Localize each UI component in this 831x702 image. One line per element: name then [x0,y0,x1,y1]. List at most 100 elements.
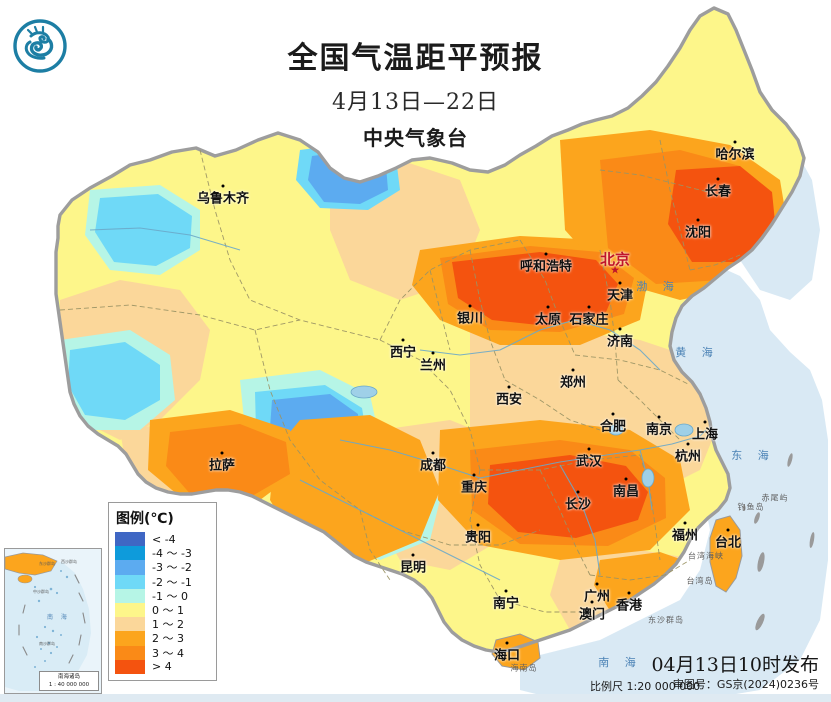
city-label: 西宁 [389,345,417,361]
china-national-border [54,6,806,654]
map-scale: 比例尺 1:20 000 000 [590,680,701,693]
inset-scale-box: 南海诸岛 1 : 40 000 000 [39,670,99,691]
city-marker-dot [683,521,687,525]
city-label: 福州 [671,528,699,544]
city-marker-dot [505,641,509,645]
city-marker-dot [657,415,661,419]
band-gt4-northeast-core [668,166,776,262]
city-marker-dot [703,420,707,424]
city-marker-dot [507,385,511,389]
legend-label: < -4 [152,532,176,546]
city-label: 台北 [714,535,742,551]
band-m2-m1-north-xj [95,194,192,266]
city-label: 兰州 [419,358,447,374]
legend-swatch [115,645,145,660]
legend-label: -2 ～ -1 [152,575,192,589]
city-marker-dot [546,305,550,309]
cma-dragon-logo [12,18,68,74]
legend-swatch [115,588,145,603]
island-label: 台湾岛 [686,576,714,586]
legend-label: -3 ～ -2 [152,561,192,575]
legend-swatch [115,659,145,674]
sea-label: 南 海 [598,656,642,669]
city-marker-dot [476,523,480,527]
city-label: 贵阳 [464,530,492,546]
city-label: 澳门 [578,607,606,623]
city-label: 上海 [691,427,719,443]
legend-label: 1 ～ 2 [152,618,184,632]
svg-text:东沙群岛: 东沙群岛 [39,560,55,566]
city-marker-dot [468,304,472,308]
city-label: 天津 [606,288,634,304]
inset-name: 南海诸岛 [57,673,80,680]
legend-swatch [115,617,145,632]
svg-text:南 海: 南 海 [47,613,70,621]
island-label: 海南岛 [510,663,538,673]
legend-swatch [115,602,145,618]
city-label: 重庆 [460,480,488,496]
city-marker-dot [716,177,720,181]
rivers [89,227,707,581]
city-marker-dot [726,528,730,532]
city-label: 长沙 [564,497,592,513]
legend-row: 3 ～ 4 [115,645,211,660]
city-label: 呼和浩特 [519,259,573,275]
legend-row: -4 ～ -3 [115,546,211,561]
legend-swatch [115,560,145,575]
legend-row: -1 ～ 0 [115,588,211,603]
city-label: 哈尔滨 [715,147,755,163]
capital-star-icon: ★ [610,264,620,277]
band-3-4-tibet [166,424,290,496]
sea-label: 东 海 [731,449,775,462]
city-marker-dot [595,582,599,586]
svg-text:中沙群岛: 中沙群岛 [33,588,49,594]
city-marker-dot [627,591,631,595]
city-marker-dot [472,473,476,477]
city-label: 南宁 [492,596,520,612]
city-marker-dot [220,451,224,455]
city-label: 长春 [704,184,732,200]
band-m2-m1-west [68,342,160,420]
city-label: 南京 [645,422,673,438]
legend-row: 1 ～ 2 [115,617,211,632]
sea-label: 渤 海 [636,280,680,293]
city-marker-dot [401,338,405,342]
band-gt4-north-core [452,252,618,326]
island-label: 东沙群岛 [648,615,684,625]
svg-text:西沙群岛: 西沙群岛 [61,558,77,564]
city-marker-dot [504,589,508,593]
city-marker-dot [733,140,737,144]
city-label: 乌鲁木齐 [196,191,250,207]
city-marker-dot [576,490,580,494]
city-label: 海口 [493,648,521,664]
legend-title: 图例(℃) [116,511,174,527]
city-marker-dot [686,442,690,446]
legend-label: 2 ～ 3 [152,632,184,646]
inset-scale-value: 1 : 40 000 000 [48,681,90,688]
legend-row: -2 ～ -1 [115,574,211,589]
issue-time: 04月13日10时发布 [651,654,819,676]
city-label: 沈阳 [684,225,712,241]
sea-label: 黄 海 [675,346,719,359]
bottom-bar [0,694,831,702]
city-marker-dot [571,368,575,372]
city-label: 郑州 [559,375,587,391]
city-marker-dot [624,477,628,481]
island-label: 钓鱼岛 [737,502,765,512]
city-marker-dot [431,351,435,355]
legend-swatch [115,631,145,646]
city-label: 拉萨 [208,458,236,474]
city-label: 太原 [534,312,562,328]
legend-row: 0 ～ 1 [115,602,211,618]
city-marker-dot [544,252,548,256]
taiwan-island [709,515,743,593]
south-land [300,668,520,700]
city-label: 合肥 [599,419,627,435]
south-china-sea-inset: 东沙群岛 西沙群岛 中沙群岛 南沙群岛 南 海 南海诸岛 1 : 40 000 … [4,548,102,694]
city-label: 北京 [599,250,631,269]
city-label: 西安 [495,392,523,408]
svg-text:南沙群岛: 南沙群岛 [39,640,55,646]
band-gt4-south-core [488,455,648,538]
